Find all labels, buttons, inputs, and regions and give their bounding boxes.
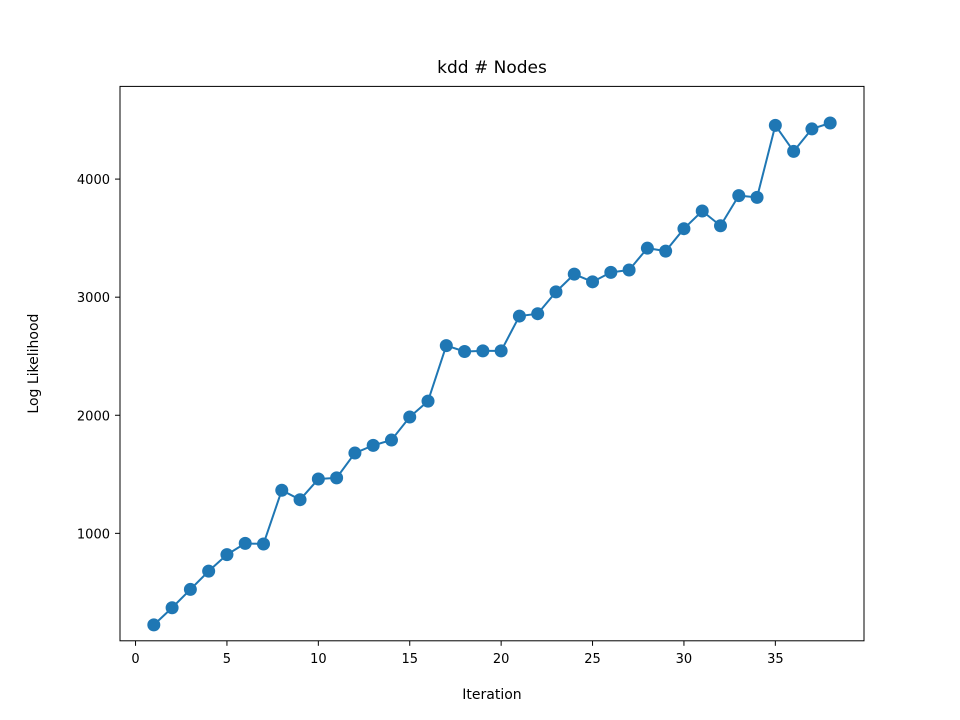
data-point: [750, 190, 764, 204]
data-point: [330, 471, 344, 485]
data-point: [165, 601, 179, 615]
data-point: [549, 285, 563, 299]
data-point: [147, 618, 161, 632]
plot-frame: [119, 85, 865, 642]
data-point: [458, 344, 472, 358]
data-point: [604, 265, 618, 279]
y-tick-label: 4000: [77, 173, 110, 188]
data-point: [476, 344, 490, 358]
data-point: [220, 548, 234, 562]
data-point: [403, 410, 417, 424]
data-point: [512, 309, 526, 323]
data-point: [293, 493, 307, 507]
series-line: [153, 122, 831, 626]
data-point: [183, 582, 197, 596]
data-point: [439, 339, 453, 353]
y-axis-label: Log Likelihood: [26, 314, 42, 414]
data-point: [421, 394, 435, 408]
x-axis-label: Iteration: [462, 687, 521, 703]
x-tick-label: 25: [584, 652, 601, 667]
data-point: [586, 275, 600, 289]
x-tick-label: 30: [676, 652, 693, 667]
data-point: [311, 472, 325, 486]
chart-title: kdd # Nodes: [437, 58, 547, 78]
data-point: [256, 537, 270, 551]
x-tick-label: 35: [767, 652, 784, 667]
y-tick-label: 3000: [77, 291, 110, 306]
data-point: [787, 144, 801, 158]
x-tick-label: 10: [310, 652, 327, 667]
data-point: [275, 483, 289, 497]
data-point: [659, 244, 673, 258]
x-tick-label: 0: [131, 652, 139, 667]
x-tick-label: 5: [223, 652, 231, 667]
x-tick-label: 15: [401, 652, 418, 667]
x-axis: 0 5 10 15 20 25 30 35: [131, 640, 784, 667]
data-point: [805, 122, 819, 136]
data-point: [622, 263, 636, 277]
data-point: [531, 307, 545, 321]
y-tick-label: 1000: [77, 527, 110, 542]
data-point: [366, 438, 380, 452]
data-point: [348, 446, 362, 460]
y-axis: 1000 2000 3000 4000: [77, 173, 120, 542]
data-point: [768, 118, 782, 132]
series-layer: [147, 116, 837, 632]
data-point: [732, 189, 746, 203]
data-point: [640, 241, 654, 255]
data-point: [494, 344, 508, 358]
plot-area: 0 5 10 15 20 25 30 35 1000 2000 3000 4000: [77, 85, 865, 667]
data-point: [677, 222, 691, 236]
data-point: [567, 267, 581, 281]
x-tick-label: 20: [493, 652, 510, 667]
y-tick-label: 2000: [77, 409, 110, 424]
data-point: [695, 204, 709, 218]
data-point: [384, 433, 398, 447]
data-point: [714, 219, 728, 233]
data-point: [238, 536, 252, 550]
data-point: [823, 116, 837, 130]
data-point: [202, 564, 216, 578]
